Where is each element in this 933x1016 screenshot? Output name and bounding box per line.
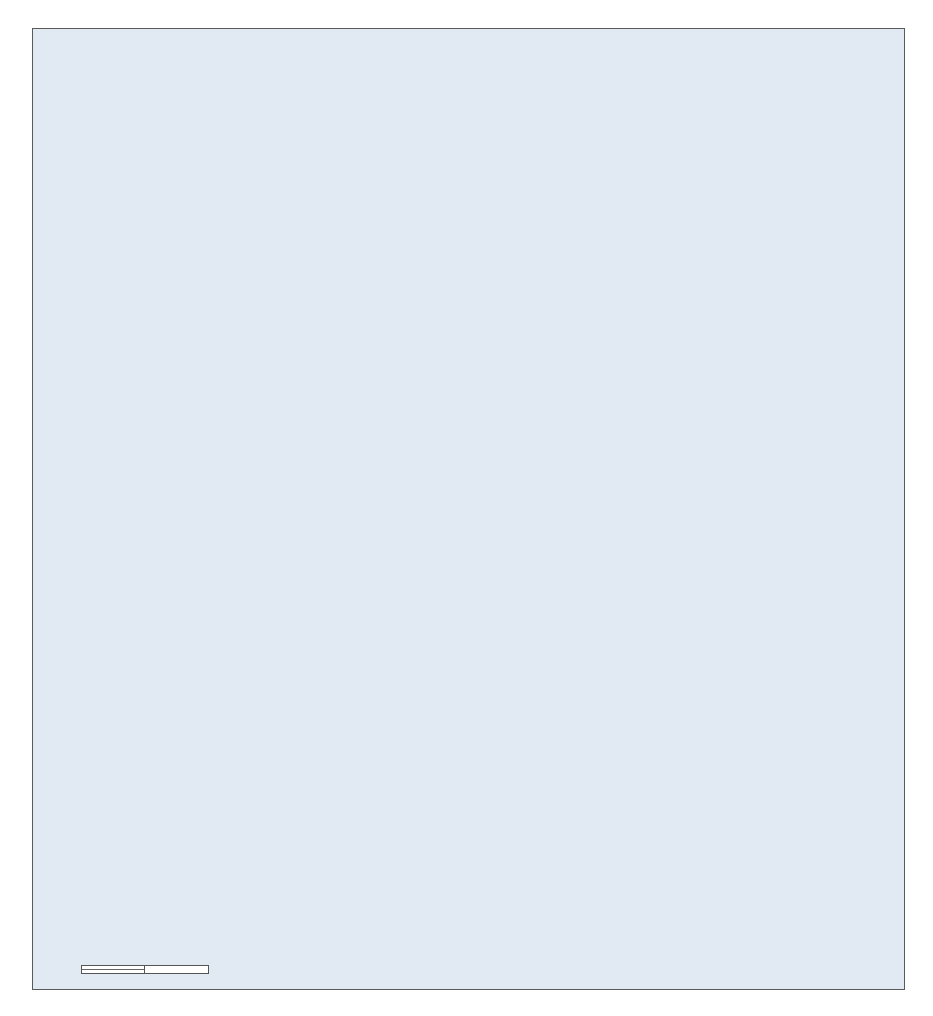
scale-bar-graphic: [81, 965, 209, 974]
scale-bar-segment-2: [145, 966, 208, 973]
scale-bar-segment-1: [82, 966, 145, 973]
europe-choropleth-map: [33, 29, 904, 989]
legend: [63, 263, 308, 277]
scale-bar: [55, 949, 265, 979]
map-frame: [32, 28, 905, 990]
